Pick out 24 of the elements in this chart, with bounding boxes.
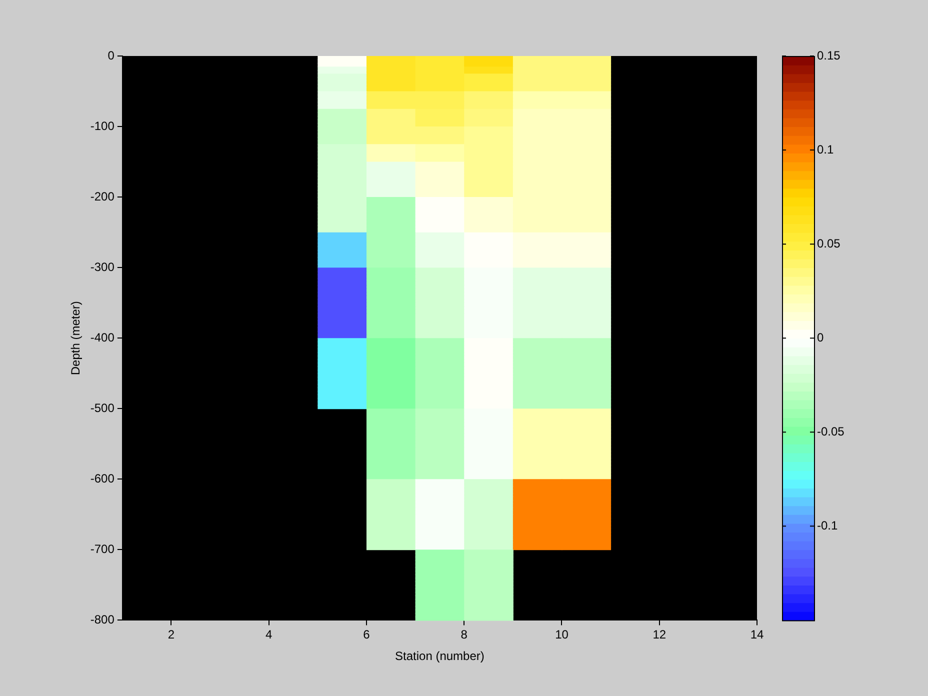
color-bar-label: 0.1	[817, 142, 834, 156]
x-tick-label: 12	[652, 628, 666, 642]
y-tick-label: -700	[90, 542, 115, 556]
x-tick-label: 2	[168, 628, 175, 642]
x-tick-label: 6	[363, 628, 370, 642]
y-tick-label: -600	[90, 471, 115, 486]
x-axis-title: Station (number)	[395, 649, 484, 664]
color-bar-label: 0.15	[817, 48, 841, 62]
y-axis-title: Depth (meter)	[68, 301, 83, 376]
y-tick-label: -100	[90, 118, 115, 133]
y-tick-label: -400	[90, 330, 115, 344]
color-bar-label: 0	[817, 330, 824, 344]
color-bar-label: 0.05	[817, 236, 841, 250]
y-tick-label: 0	[108, 48, 115, 62]
y-tick-label: -800	[90, 612, 115, 627]
y-tick-label: -200	[90, 189, 115, 204]
y-tick-label: -500	[90, 400, 115, 415]
color-bar-label: -0.1	[817, 518, 838, 532]
x-tick-label: 14	[750, 628, 764, 642]
color-bar-label: -0.05	[817, 424, 845, 438]
x-tick-label: 10	[555, 628, 569, 642]
y-tick-label: -300	[90, 260, 115, 274]
x-tick-label: 4	[266, 628, 273, 642]
x-tick-label: 8	[460, 628, 468, 642]
